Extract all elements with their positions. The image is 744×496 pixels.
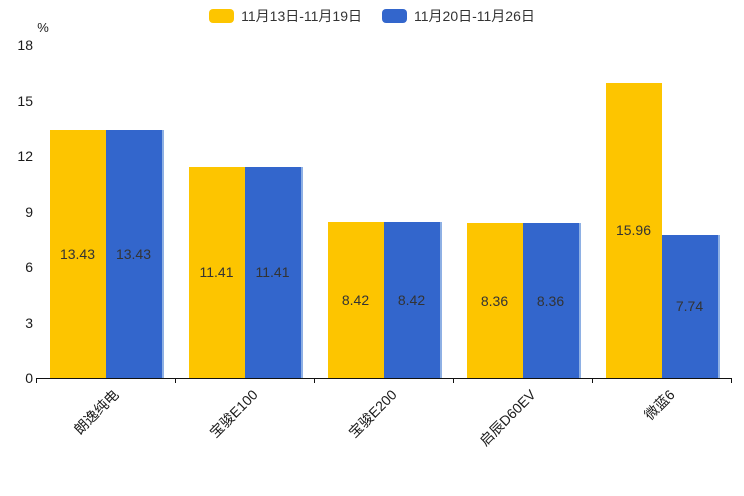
legend-label: 11月13日-11月19日 xyxy=(241,8,362,24)
bar-value-label: 8.36 xyxy=(480,292,509,309)
bar-value-label: 11.41 xyxy=(199,264,234,281)
legend-swatch-icon xyxy=(209,9,235,23)
bar-value-label: 7.74 xyxy=(675,298,704,315)
x-axis-tick xyxy=(731,378,732,383)
x-axis-label: 宝骏E200 xyxy=(344,386,400,441)
bar xyxy=(383,222,442,378)
x-axis-label: 微蓝6 xyxy=(640,386,678,424)
bar-value-label: 15.96 xyxy=(615,222,652,239)
x-axis-label: 朗逸纯电 xyxy=(70,386,122,438)
x-axis-tick xyxy=(453,378,454,383)
x-axis-label: 启辰D60EV xyxy=(475,386,539,449)
bar-value-label: 13.43 xyxy=(59,245,96,262)
bar-value-label: 8.36 xyxy=(536,292,565,309)
legend-swatch-icon xyxy=(382,9,407,23)
x-axis-tick xyxy=(175,378,176,383)
y-tick-label: 6 xyxy=(25,259,33,275)
y-tick-label: 18 xyxy=(17,37,33,53)
bar xyxy=(327,222,384,378)
bar-value-label: 11.41 xyxy=(255,264,290,281)
bar xyxy=(466,223,523,378)
bar-value-label: 8.42 xyxy=(397,292,426,309)
legend-label: 11月20日-11月26日 xyxy=(414,8,535,24)
x-axis-label: 宝骏E100 xyxy=(205,386,261,441)
y-axis-unit-label: % xyxy=(37,20,49,35)
y-tick-label: 9 xyxy=(25,203,33,220)
x-axis-tick xyxy=(314,378,315,383)
y-tick-label: 3 xyxy=(25,314,33,331)
bar xyxy=(105,129,164,378)
y-tick-label: 12 xyxy=(17,148,33,164)
legend-item[interactable]: 11月20日-11月26日 xyxy=(382,8,535,24)
bar xyxy=(244,166,303,378)
legend-item[interactable]: 11月13日-11月19日 xyxy=(209,8,362,24)
bar xyxy=(605,82,662,378)
x-axis-tick xyxy=(592,378,593,383)
x-axis-tick xyxy=(36,378,37,383)
chart-legend: 11月13日-11月19日 11月20日-11月26日 xyxy=(0,8,744,24)
x-axis-line xyxy=(36,378,731,379)
bar-value-label: 8.42 xyxy=(341,292,370,309)
bar xyxy=(49,129,106,378)
y-tick-label: 0 xyxy=(25,370,33,386)
bar xyxy=(188,166,245,378)
bar xyxy=(661,234,720,378)
bar-value-label: 13.43 xyxy=(115,245,152,262)
bar xyxy=(522,223,581,378)
y-tick-label: 15 xyxy=(17,92,33,109)
